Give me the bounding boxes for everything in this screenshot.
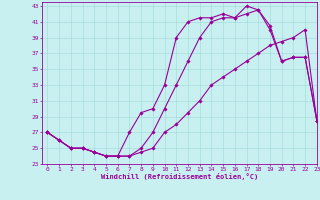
X-axis label: Windchill (Refroidissement éolien,°C): Windchill (Refroidissement éolien,°C) xyxy=(100,173,258,180)
